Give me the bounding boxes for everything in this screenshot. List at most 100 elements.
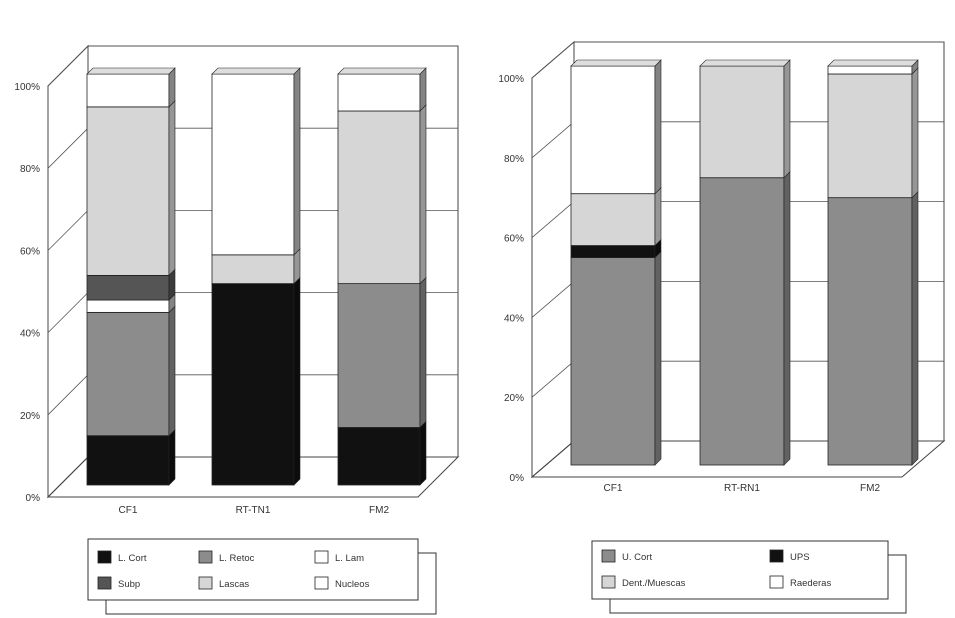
bar-side bbox=[168, 305, 176, 437]
bar-segment bbox=[570, 257, 656, 466]
gridline bbox=[47, 45, 89, 87]
bar-side bbox=[419, 420, 427, 486]
y-tick-label: 40% bbox=[504, 313, 524, 324]
y-tick-label: 20% bbox=[504, 393, 524, 404]
y-tick-label: 0% bbox=[510, 473, 525, 484]
bar-segment bbox=[86, 299, 170, 313]
bar-segment bbox=[570, 65, 656, 195]
legend-swatch bbox=[97, 576, 112, 590]
bar-segment bbox=[86, 106, 170, 276]
side-wall bbox=[531, 40, 575, 479]
bar-top bbox=[570, 59, 662, 67]
legend-swatch bbox=[314, 550, 329, 564]
bar-side bbox=[911, 190, 919, 466]
y-tick-label: 0% bbox=[26, 493, 41, 504]
y-tick-label: 20% bbox=[20, 411, 40, 422]
bar-top bbox=[86, 67, 176, 75]
bar-side bbox=[168, 428, 176, 486]
bar-segment bbox=[337, 110, 421, 285]
bar-side bbox=[168, 100, 176, 277]
bar-top bbox=[211, 67, 301, 75]
legend-box bbox=[87, 538, 419, 601]
bar-segment bbox=[699, 177, 785, 466]
bar-segment bbox=[86, 435, 170, 486]
y-tick-label: 80% bbox=[504, 154, 524, 165]
legend-label: Dent./Muescas bbox=[622, 578, 686, 589]
legend-label: L. Retoc bbox=[219, 553, 255, 564]
gridline bbox=[47, 292, 89, 333]
bar-segment bbox=[211, 254, 295, 285]
legend-box bbox=[591, 540, 889, 600]
gridline bbox=[531, 121, 575, 159]
legend-label: Raederas bbox=[790, 578, 831, 589]
bar-top bbox=[337, 67, 427, 75]
legend-swatch bbox=[601, 549, 616, 563]
y-tick-label: 100% bbox=[498, 74, 524, 85]
x-tick-label: FM2 bbox=[860, 483, 880, 494]
bar-side bbox=[783, 170, 791, 466]
y-tick-label: 100% bbox=[14, 82, 40, 93]
legend-swatch bbox=[601, 575, 616, 589]
bar-segment bbox=[570, 245, 656, 258]
legend-label: U. Cort bbox=[622, 552, 652, 563]
x-tick-label: CF1 bbox=[604, 483, 623, 494]
bar-side bbox=[293, 67, 301, 256]
bar-segment bbox=[337, 283, 421, 428]
gridline bbox=[47, 210, 89, 251]
bar-side bbox=[911, 67, 919, 199]
legend-label: Lascas bbox=[219, 579, 249, 590]
gridline bbox=[531, 281, 575, 318]
bar-side bbox=[419, 104, 427, 285]
bar-segment bbox=[337, 427, 421, 486]
legend-swatch bbox=[769, 549, 784, 563]
gridline bbox=[47, 374, 89, 416]
bar-segment bbox=[86, 311, 170, 437]
floor bbox=[530, 440, 946, 478]
legend-label: UPS bbox=[790, 552, 810, 563]
legend-swatch bbox=[198, 550, 213, 564]
legend-swatch bbox=[769, 575, 784, 589]
gridline bbox=[531, 360, 575, 398]
bar-segment bbox=[86, 274, 170, 301]
bar-side bbox=[168, 67, 176, 108]
bar-segment bbox=[827, 197, 913, 466]
y-tick-label: 80% bbox=[20, 164, 40, 175]
bar-segment bbox=[86, 73, 170, 108]
legend-label: L. Lam bbox=[335, 553, 364, 564]
y-tick-label: 60% bbox=[504, 234, 524, 245]
bar-side bbox=[654, 186, 662, 247]
bar-side bbox=[654, 250, 662, 466]
legend-swatch bbox=[314, 576, 329, 590]
legend-swatch bbox=[198, 576, 213, 590]
gridline bbox=[47, 127, 89, 169]
side-wall bbox=[47, 44, 89, 499]
legend-swatch bbox=[97, 550, 112, 564]
x-tick-label: CF1 bbox=[119, 505, 138, 516]
x-tick-label: FM2 bbox=[369, 505, 389, 516]
gridline bbox=[531, 201, 575, 238]
bar-side bbox=[419, 276, 427, 429]
floor bbox=[46, 456, 460, 498]
bar-segment bbox=[699, 65, 785, 179]
legend-label: Subp bbox=[118, 579, 140, 590]
bar-segment bbox=[211, 73, 295, 256]
bar-side bbox=[293, 276, 301, 486]
x-tick-label: RT-TN1 bbox=[236, 505, 271, 516]
y-tick-label: 60% bbox=[20, 246, 40, 257]
bar-segment bbox=[211, 283, 295, 486]
bar-top bbox=[827, 59, 919, 67]
bar-side bbox=[419, 67, 427, 112]
bar-segment bbox=[827, 73, 913, 199]
bar-side bbox=[654, 59, 662, 195]
legend-label: L. Cort bbox=[118, 553, 147, 564]
bar-top bbox=[699, 59, 791, 67]
legend-label: Nucleos bbox=[335, 579, 370, 590]
bar-segment bbox=[827, 65, 913, 75]
bar-segment bbox=[337, 73, 421, 112]
bar-segment bbox=[570, 193, 656, 246]
x-tick-label: RT-RN1 bbox=[724, 483, 760, 494]
bar-side bbox=[783, 59, 791, 179]
gridline bbox=[531, 41, 575, 79]
y-tick-label: 40% bbox=[20, 329, 40, 340]
